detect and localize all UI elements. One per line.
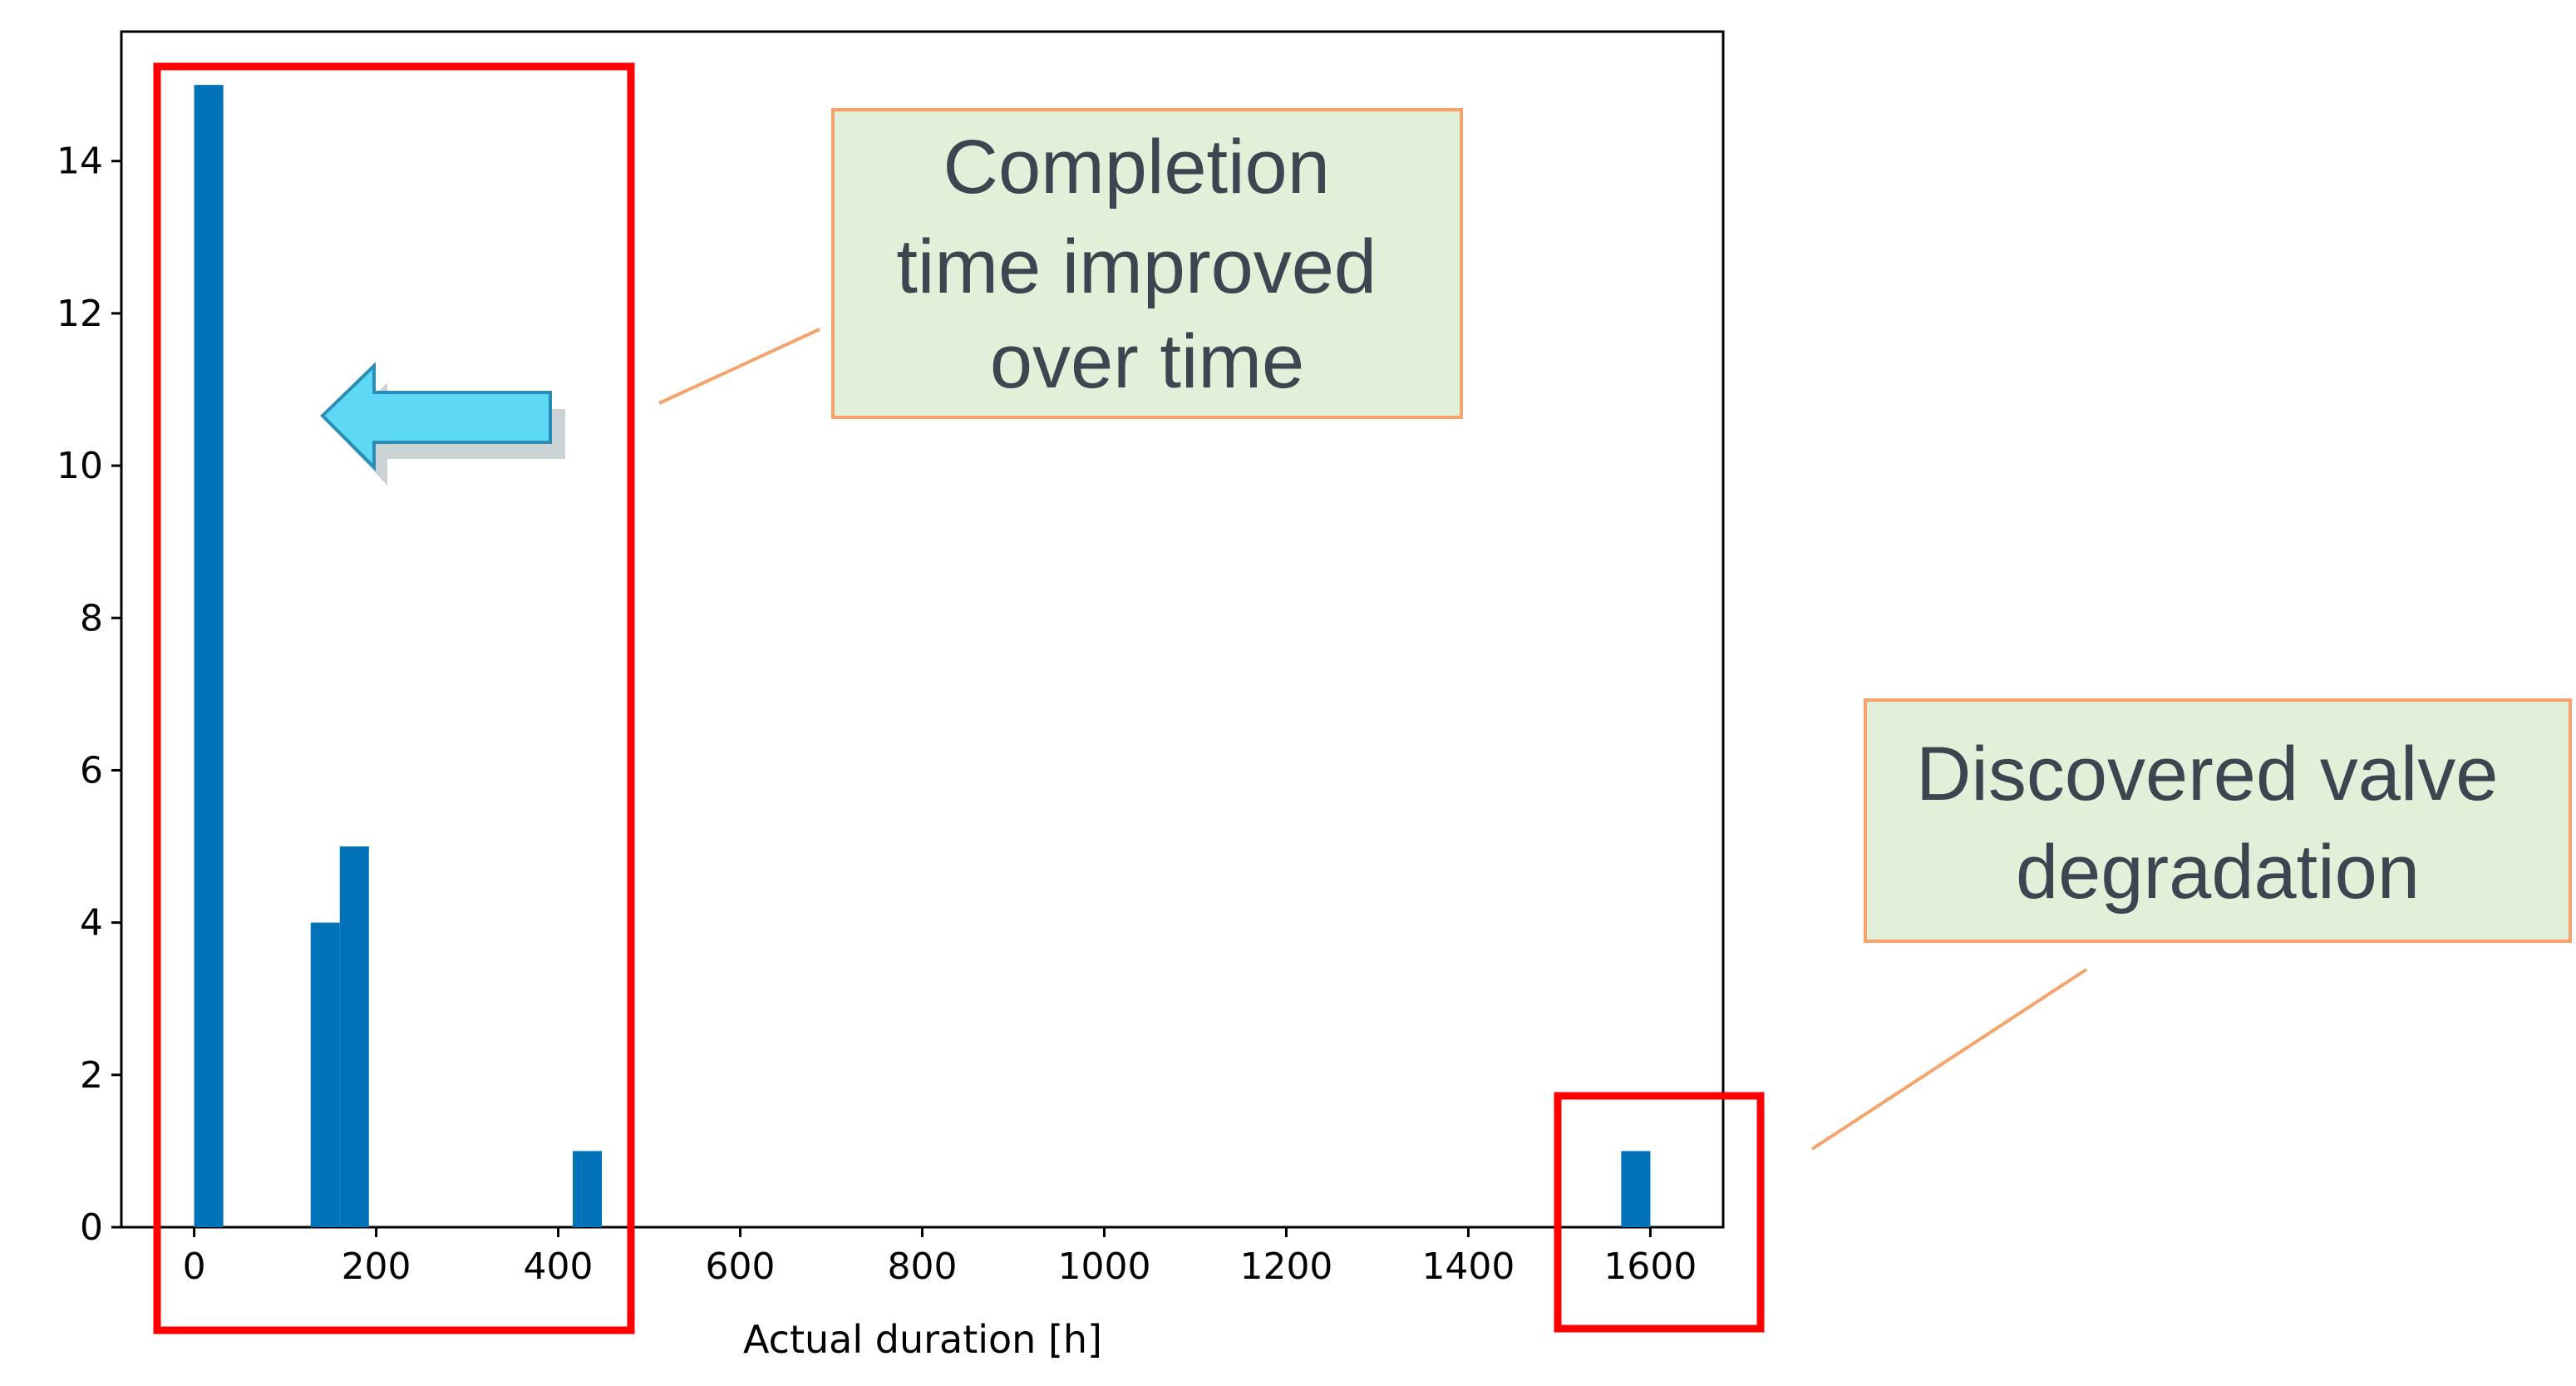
x-axis-ticks: 0 200 400 600 800 1000 1200 1400 1600 [183,1227,1697,1288]
x-tick-label: 1400 [1421,1245,1515,1288]
callout-line-improved [658,328,820,405]
y-tick-label: 4 [80,902,103,945]
annotation-line: Discovered valve [1916,732,2499,816]
highlight-box-long-duration [1554,1092,1765,1333]
annotation-text: Discovered valve degradation [1916,732,2519,915]
annotation-line: degradation [2016,830,2420,915]
y-tick-label: 0 [80,1206,103,1249]
y-tick-label: 6 [80,749,103,792]
x-tick-label: 1000 [1057,1245,1150,1288]
annotation-text: Completion time improved over time [896,125,1397,404]
y-tick-label: 2 [80,1054,103,1097]
highlight-box-short-durations [153,62,635,1334]
bars-group [194,85,1651,1228]
callout-line-valve [1810,968,2088,1151]
x-tick-label: 800 [888,1245,958,1288]
annotation-box [831,108,1463,419]
y-tick-label: 14 [57,141,103,183]
histogram-bar [339,846,369,1227]
y-tick-label: 12 [57,293,103,335]
x-tick-label: 400 [524,1245,594,1288]
x-axis-label: Actual duration [h] [743,1317,1102,1362]
x-tick-label: 1200 [1239,1245,1332,1288]
annotation-line: Completion [943,125,1330,210]
left-arrow-icon [320,362,565,486]
x-tick-label: 0 [183,1245,206,1288]
x-tick-label: 1600 [1603,1245,1697,1288]
histogram-bar [573,1151,603,1227]
y-tick-label: 8 [80,597,103,639]
annotation-line: time improved [896,224,1377,309]
annotation-valve: Discovered valve degradation [1864,698,2572,943]
histogram-bar [310,922,340,1227]
x-tick-label: 200 [342,1245,411,1288]
histogram-bar [194,85,224,1228]
y-axis-ticks: 0 2 4 6 8 10 12 14 [57,141,121,1249]
x-tick-label: 600 [706,1245,776,1288]
annotation-box [1864,698,2572,943]
y-tick-label: 10 [57,445,103,487]
annotation-improved: Completion time improved over time [831,108,1463,419]
histogram-bar [1621,1151,1651,1227]
annotation-line: over time [990,319,1304,404]
